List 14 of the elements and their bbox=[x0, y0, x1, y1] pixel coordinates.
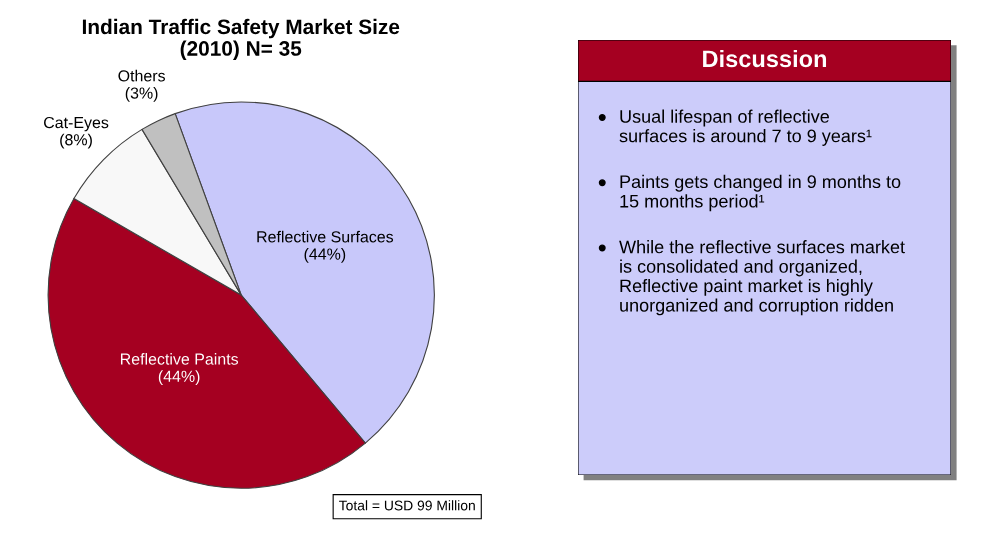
text: Paints gets changed in 9 months to 15 months period¹ bbox=[620, 174, 901, 212]
text: Usual lifespan of reflective surfaces is around 7 to 9 years¹ bbox=[619, 109, 872, 146]
text: While the reflective surfaces market is consolidated and organized, Reflective paint market is highly unorganized and corruption ridden bbox=[619, 240, 905, 316]
slice-label: Cat-Eyes bbox=[44, 116, 109, 132]
chart-title: Indian Traffic Safety Market Size (2010) N= 35 bbox=[82, 18, 400, 60]
data-label: (44%) bbox=[158, 370, 200, 386]
text: Total = USD 99 Million bbox=[339, 500, 475, 511]
slice-label: Others bbox=[118, 69, 165, 82]
slice-label: Reflective Paints bbox=[120, 353, 239, 365]
data-label: (8%) bbox=[60, 133, 92, 149]
text: Discussion bbox=[703, 49, 827, 68]
data-label: (3%) bbox=[125, 86, 158, 102]
slice-label: Reflective Surfaces bbox=[257, 230, 394, 243]
data-label: (44%) bbox=[304, 247, 346, 263]
